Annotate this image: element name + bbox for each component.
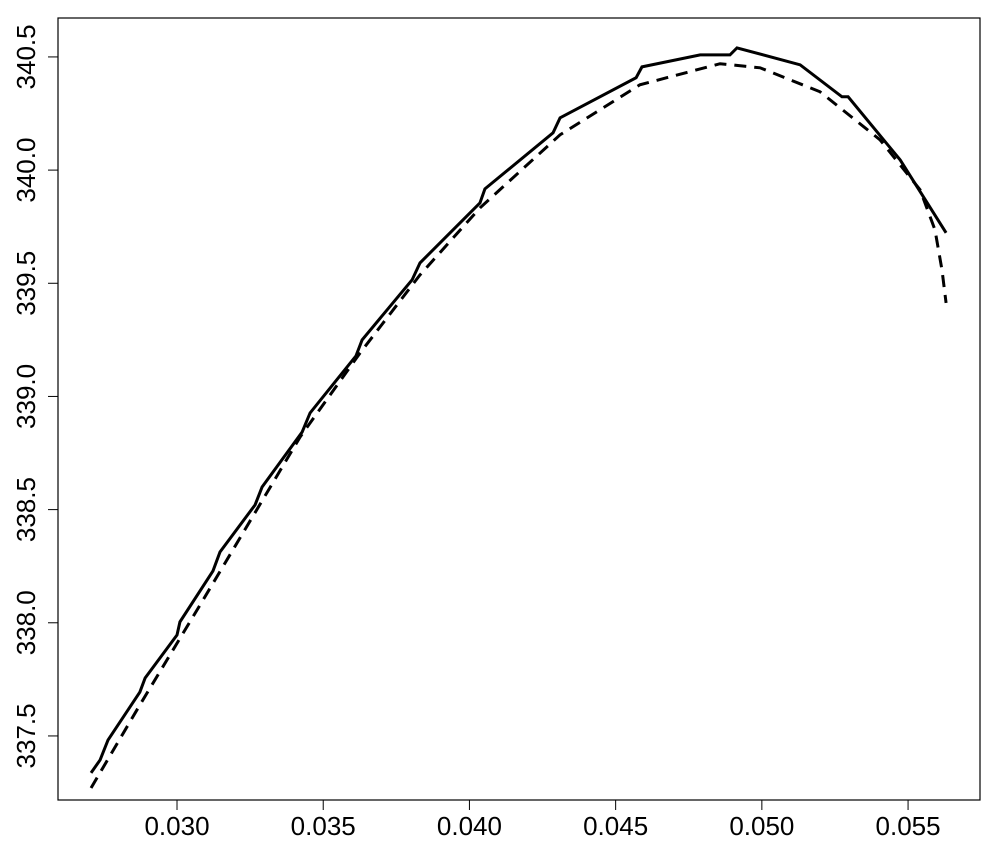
y-tick-label: 340.0 [11,138,41,203]
x-tick-label: 0.040 [437,811,502,841]
x-tick-label: 0.030 [144,811,209,841]
x-tick-label: 0.045 [583,811,648,841]
x-tick-label: 0.055 [876,811,941,841]
plot-frame [57,17,981,801]
y-tick-label: 338.0 [11,590,41,655]
y-tick-label: 339.5 [11,251,41,316]
y-tick-label: 339.0 [11,364,41,429]
y-tick-label: 337.5 [11,703,41,768]
x-tick-label: 0.035 [291,811,356,841]
y-tick-label: 340.5 [11,24,41,89]
x-tick-label: 0.050 [729,811,794,841]
y-tick-label: 338.5 [11,477,41,542]
line-series [89,46,948,774]
line-series [89,62,948,789]
